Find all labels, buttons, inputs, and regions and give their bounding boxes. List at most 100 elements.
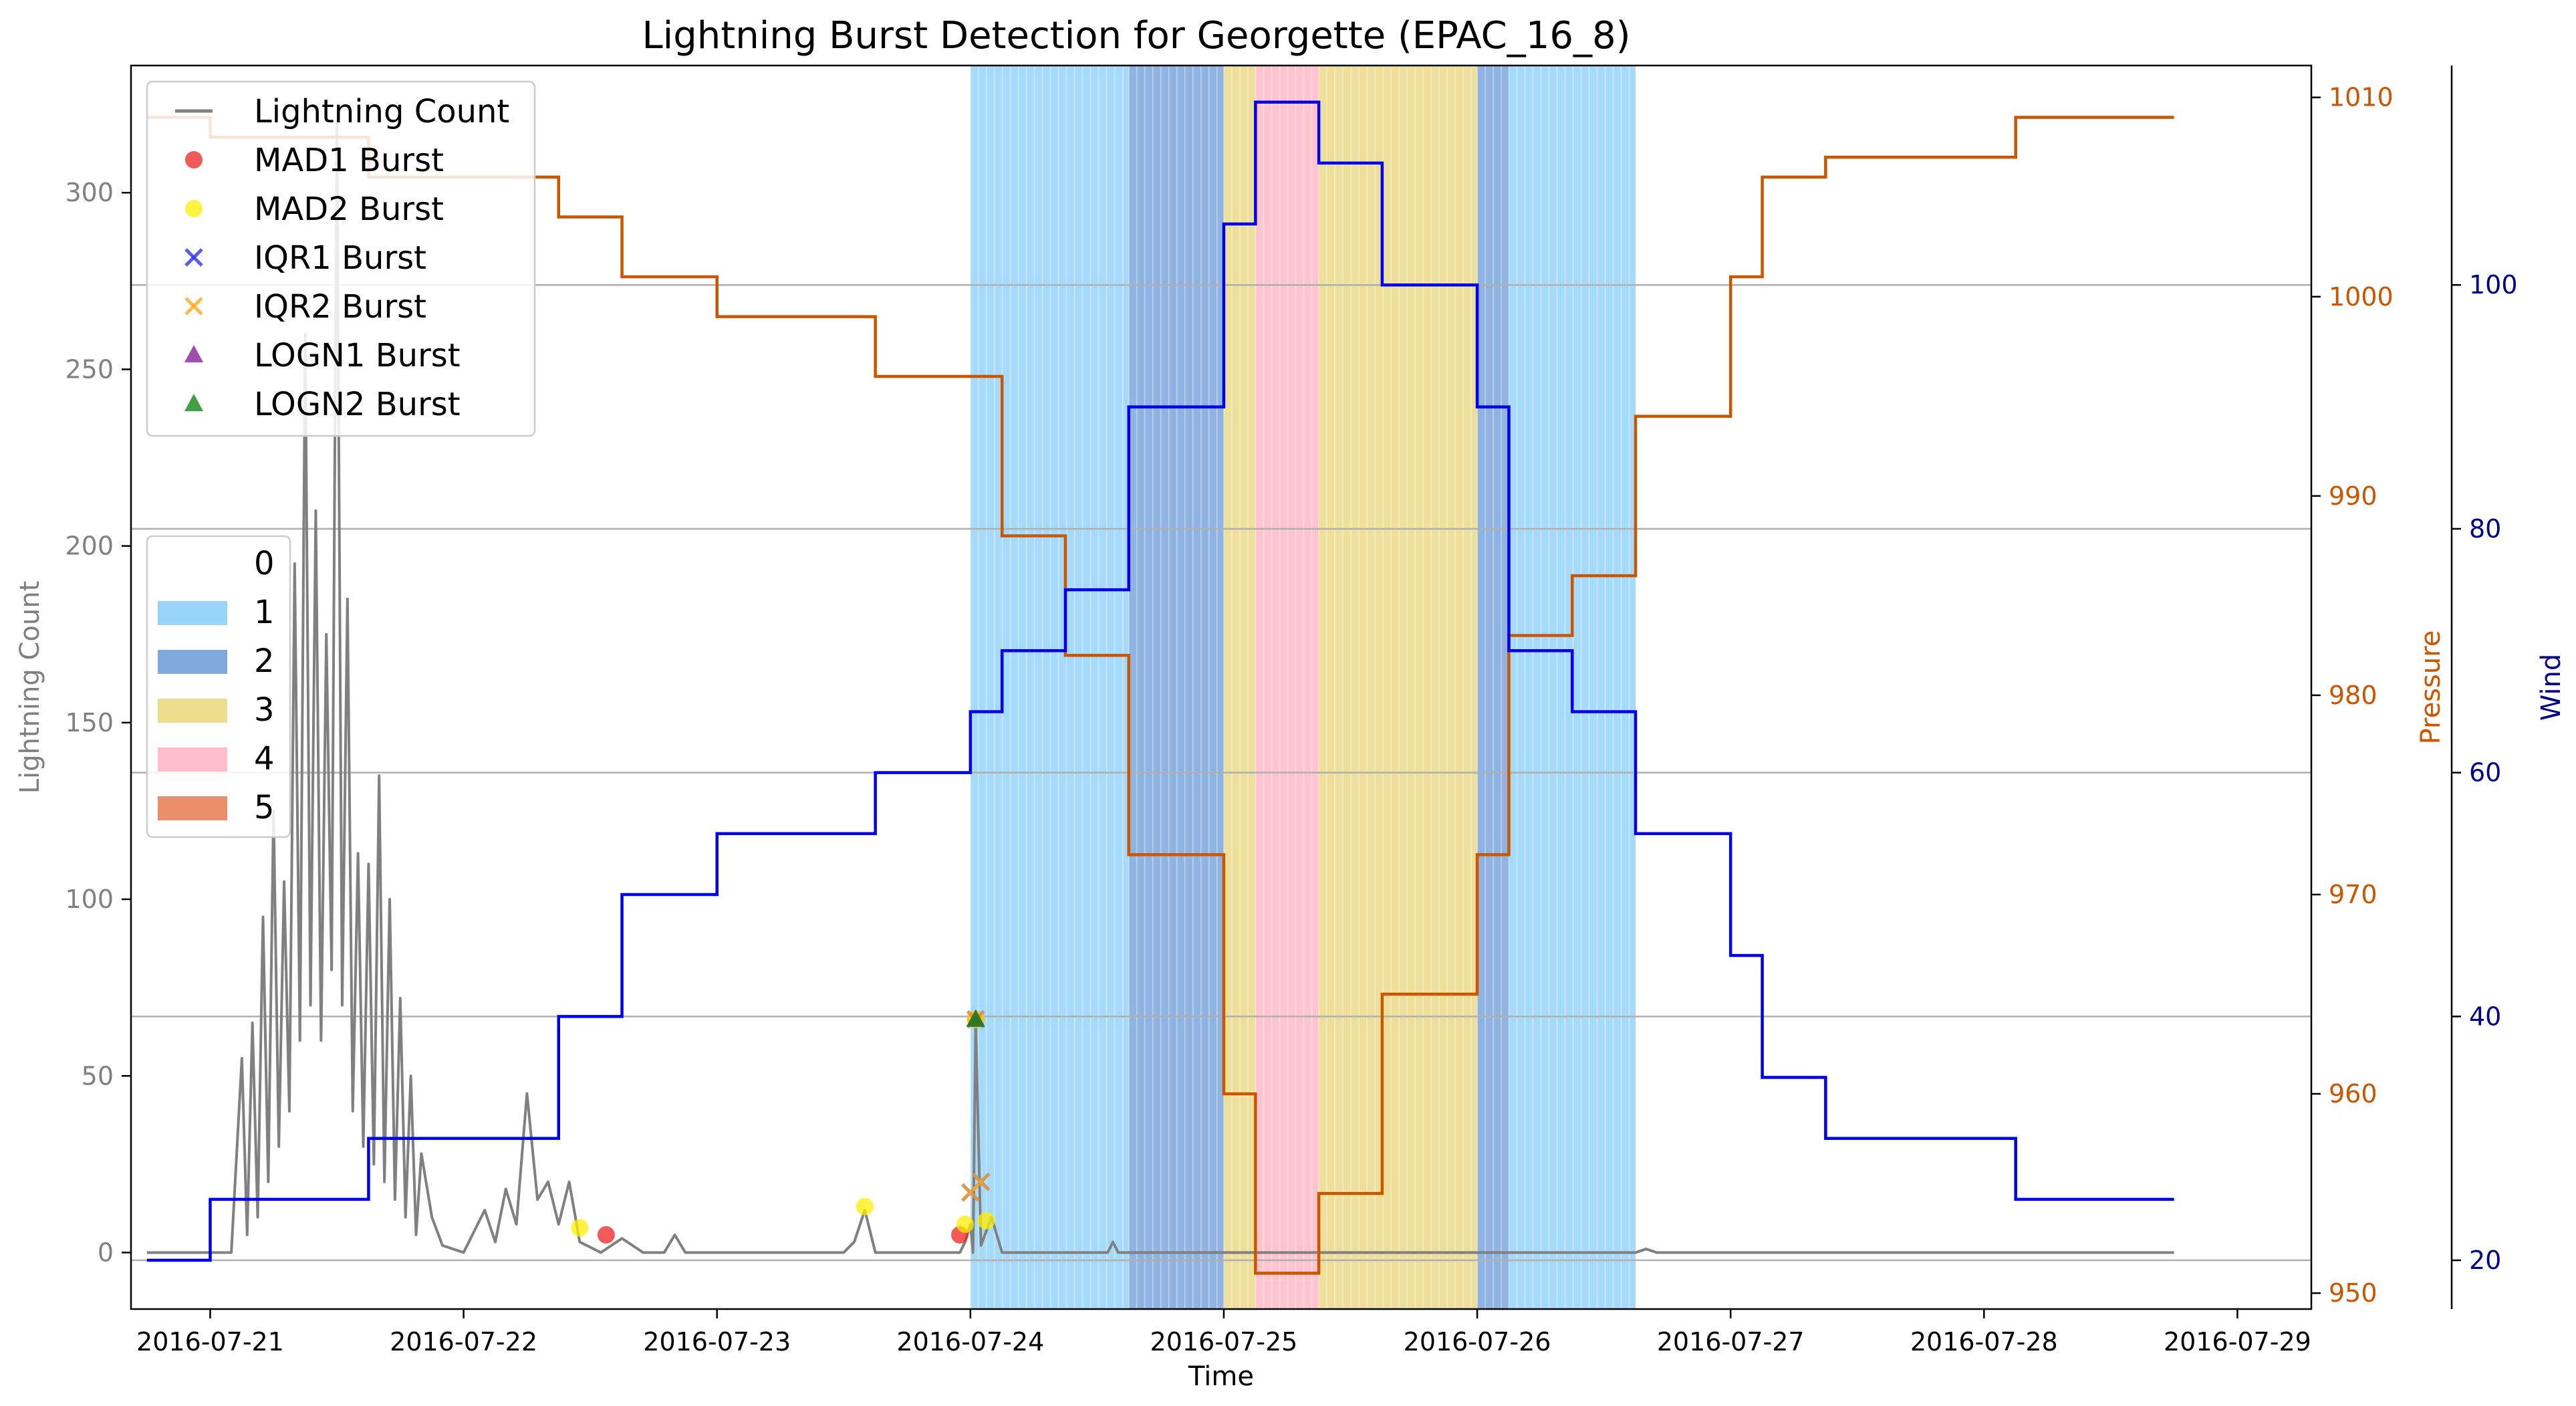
legend-bursts-frame <box>146 80 536 437</box>
y-tick-label-pressure: 960 <box>2329 1079 2377 1108</box>
y-tick-label-wind: 100 <box>2469 270 2518 300</box>
legend-item-label: MAD1 Burst <box>254 142 444 179</box>
legend-category-label: 1 <box>254 594 275 631</box>
legend-symbol-triangle <box>184 394 203 411</box>
burst-marker-mad2 <box>977 1211 995 1229</box>
y-tick-label-pressure: 1000 <box>2329 282 2394 312</box>
category-span-1 <box>969 66 1129 1309</box>
category-spans <box>969 66 1636 1309</box>
wind-line <box>146 100 2174 1262</box>
y-tick-label-pressure: 990 <box>2329 481 2377 511</box>
category-span-3 <box>1318 66 1478 1309</box>
y-tick-label-lightning: 150 <box>65 708 114 737</box>
plot-frame <box>130 64 2313 1310</box>
legend-item: LOGN2 Burst <box>184 386 461 423</box>
burst-marker-mad2 <box>571 1219 589 1237</box>
y-tick-label-lightning: 0 <box>98 1238 114 1267</box>
legend-category-swatch <box>158 650 227 674</box>
marker-stroke <box>184 248 203 267</box>
marker-stroke <box>184 297 203 316</box>
legend-category-item: 0 <box>254 545 275 582</box>
legend-item: LOGN1 Burst <box>184 337 461 374</box>
burst-marker-logn2 <box>966 1009 985 1027</box>
legend-item-label: Lightning Count <box>254 93 509 130</box>
legend-item: IQR1 Burst <box>184 239 426 277</box>
legend-symbol-circle <box>185 200 203 217</box>
x-tick-label: 2016-07-21 <box>136 1327 284 1357</box>
y-axis-label-lightning: Lightning Count <box>15 581 45 794</box>
y-tick-label-pressure: 950 <box>2329 1278 2377 1308</box>
category-span-fill <box>1255 66 1319 1309</box>
legend-category-label: 5 <box>254 789 275 826</box>
legend-category-item: 1 <box>158 594 275 631</box>
burst-marker-mad2 <box>856 1197 874 1215</box>
y-axis-pressure: 950 960 970 980 990 1000 1010 <box>2311 83 2394 1308</box>
y-tick-label-wind: 60 <box>2469 758 2501 788</box>
legend-bursts: Lightning Count MAD1 Burst MAD2 Burst IQR1 … <box>146 80 536 437</box>
legend-item-label: IQR1 Burst <box>254 239 426 277</box>
category-span-3 <box>1222 66 1256 1309</box>
legend-categories: 0 1 2 3 4 5 <box>146 535 291 838</box>
legend-item: MAD2 Burst <box>185 191 444 228</box>
legend-item: Lightning Count <box>175 93 509 130</box>
y-tick-label-lightning: 100 <box>65 885 114 914</box>
legend-item: IQR2 Burst <box>184 288 426 326</box>
legend-symbol-x <box>184 297 203 316</box>
category-span-4 <box>1255 66 1319 1309</box>
legend-symbol-x <box>184 248 203 267</box>
legend-symbol-circle <box>185 151 203 168</box>
legend-item-label: IQR2 Burst <box>254 288 426 326</box>
legend-item: MAD1 Burst <box>185 142 444 179</box>
category-span-fill <box>1319 66 1478 1309</box>
x-tick-label: 2016-07-24 <box>896 1327 1044 1357</box>
x-tick-label: 2016-07-25 <box>1150 1327 1298 1357</box>
y-tick-label-lightning: 50 <box>82 1061 114 1090</box>
legend-item-label: LOGN2 Burst <box>254 386 461 423</box>
y-tick-label-lightning: 300 <box>65 178 114 207</box>
x-tick-label: 2016-07-28 <box>1910 1327 2058 1357</box>
x-tick-label: 2016-07-23 <box>643 1327 791 1357</box>
legend-symbol-triangle <box>184 345 203 362</box>
category-span-fill <box>1223 66 1256 1309</box>
y-tick-label-pressure: 1010 <box>2329 83 2394 112</box>
y-tick-label-pressure: 970 <box>2329 880 2377 909</box>
y-tick-label-pressure: 980 <box>2329 681 2377 710</box>
x-axis: 2016-07-21 2016-07-22 2016-07-23 2016-07-24… <box>136 1309 2311 1357</box>
x-tick-label: 2016-07-27 <box>1657 1327 1805 1357</box>
legend-category-label: 0 <box>254 545 275 582</box>
burst-marker-iqr2 <box>971 1173 991 1191</box>
category-span-fill <box>1128 66 1224 1309</box>
burst-marker-mad1 <box>597 1226 615 1244</box>
legend-item-label: LOGN1 Burst <box>254 337 461 374</box>
legend-category-swatch <box>158 601 227 625</box>
legend-category-swatch <box>158 699 227 723</box>
legend-category-item: 3 <box>158 691 275 729</box>
y-tick-label-wind: 40 <box>2469 1002 2501 1031</box>
y-axis-lightning: 0 50 100 150 200 250 300 <box>65 178 131 1267</box>
legend-item-label: MAD2 Burst <box>254 191 444 228</box>
y-tick-label-lightning: 200 <box>65 532 114 561</box>
marker-stroke <box>971 1173 991 1191</box>
y-tick-label-wind: 80 <box>2469 514 2501 544</box>
burst-markers <box>571 1009 995 1244</box>
y-axis-label-wind: Wind <box>2536 654 2567 721</box>
y-tick-label-wind: 20 <box>2469 1246 2501 1275</box>
pressure-line <box>146 116 2174 1275</box>
legend-category-swatch <box>158 796 227 820</box>
category-span-2 <box>1128 66 1224 1309</box>
legend-category-item: 5 <box>158 789 275 826</box>
category-span-2 <box>1476 66 1509 1309</box>
x-tick-label: 2016-07-29 <box>2164 1327 2311 1357</box>
legend-category-item: 2 <box>158 642 275 680</box>
chart-title: Lightning Burst Detection for Georgette … <box>642 14 1630 57</box>
legend-category-label: 3 <box>254 691 275 729</box>
legend-category-label: 2 <box>254 642 275 680</box>
y-tick-label-lightning: 250 <box>65 354 114 384</box>
y-axis-label-pressure: Pressure <box>2416 630 2446 745</box>
legend-category-swatch <box>158 747 227 772</box>
legend-category-label: 4 <box>254 740 275 778</box>
category-span-fill <box>1477 66 1509 1309</box>
burst-marker-mad2 <box>956 1215 974 1234</box>
y-axis-wind: 20 40 60 80 100 <box>2452 270 2518 1275</box>
